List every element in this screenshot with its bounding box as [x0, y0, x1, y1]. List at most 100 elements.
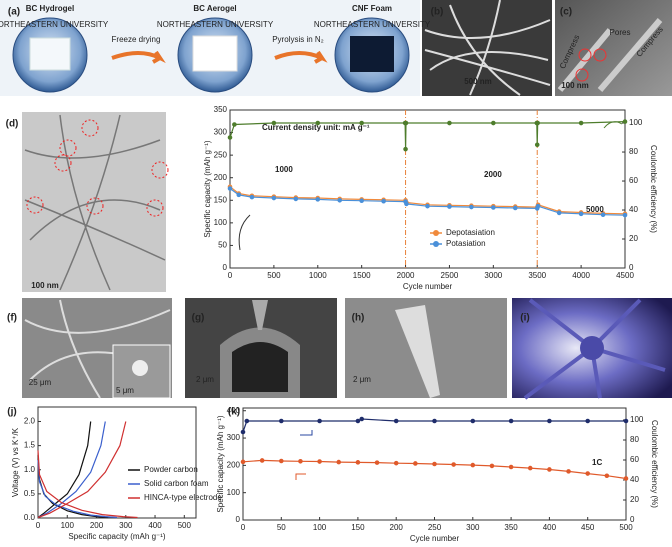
y-tick-label: 400	[227, 406, 241, 415]
seal-text: NORTHEASTERN UNIVERSITY	[157, 20, 274, 29]
photo-d-part-part	[81, 119, 99, 137]
point	[556, 210, 562, 216]
point	[547, 467, 552, 472]
panel-label: (c)	[560, 7, 572, 18]
point	[359, 198, 364, 204]
y-tick-label: 50	[218, 241, 227, 250]
legend-label: Potasiation	[446, 239, 486, 248]
point	[298, 458, 303, 464]
point	[535, 203, 541, 209]
point	[470, 418, 476, 424]
y2-tick-label: 0	[630, 515, 635, 524]
legend-marker	[433, 230, 439, 236]
photo-c	[555, 0, 672, 96]
photo-h-part	[395, 305, 440, 398]
scale-bar: 25 μm	[29, 378, 52, 387]
seal-text: NORTHEASTERN UNIVERSITY	[314, 20, 431, 29]
point	[359, 120, 364, 126]
point	[381, 198, 386, 204]
point	[604, 473, 610, 479]
point	[566, 469, 571, 474]
point	[249, 194, 255, 200]
photo-b	[422, 0, 552, 96]
scale-bar: 2 μm	[353, 375, 371, 384]
point	[317, 418, 322, 424]
photo-f-part	[132, 360, 148, 376]
photo-d-part	[26, 119, 169, 217]
y2-tick-label: 60	[630, 455, 639, 464]
scale-bar: 100 nm	[31, 281, 59, 290]
photo-d	[22, 112, 169, 292]
y-tick-label: 1.5	[24, 441, 36, 450]
x-tick-label: 200	[90, 521, 104, 530]
photo-d-part-part	[146, 199, 164, 217]
point	[447, 204, 452, 209]
point	[413, 461, 418, 466]
x-tick-label: 2500	[441, 271, 459, 280]
x-tick-label: 200	[390, 523, 404, 532]
photo-d-part-part	[151, 161, 169, 179]
point	[271, 195, 277, 201]
panel-label: (a)	[8, 7, 20, 18]
photo-d-part-part	[26, 196, 44, 214]
x-tick-label: 0	[241, 523, 246, 532]
y2-tick-label: 40	[629, 205, 638, 214]
series-line	[37, 421, 118, 519]
point	[600, 212, 606, 218]
photo-i	[512, 298, 672, 400]
y-tick-label: 0	[236, 515, 241, 524]
series-line	[37, 421, 138, 519]
y-tick-label: 200	[227, 460, 241, 469]
annotation: 1000	[275, 165, 293, 174]
arrow	[295, 473, 306, 480]
panel-label: (b)	[431, 7, 444, 18]
arrow	[603, 121, 623, 129]
point	[491, 120, 496, 126]
y-tick-label: 0.0	[24, 513, 36, 522]
legend-label: Powder carbon	[144, 465, 198, 474]
x-tick-label: 500	[178, 521, 192, 530]
point	[432, 418, 437, 424]
point	[227, 186, 233, 191]
arrow	[238, 214, 251, 251]
panel-label: (f)	[7, 313, 17, 324]
photo-c-part	[557, 18, 663, 92]
point	[451, 462, 456, 467]
x-axis-label: Cycle number	[403, 282, 453, 291]
x-tick-label: 300	[466, 523, 480, 532]
panel-label: (i)	[520, 313, 529, 324]
point	[227, 135, 233, 140]
point	[393, 418, 399, 424]
y2-tick-label: 0	[629, 263, 634, 272]
y-tick-label: 100	[227, 488, 241, 497]
x-tick-label: 500	[619, 523, 633, 532]
y-tick-label: 2.0	[24, 417, 36, 426]
y-tick-label: 0.5	[24, 489, 36, 498]
point	[432, 461, 437, 467]
point	[585, 418, 591, 424]
point	[623, 418, 629, 424]
photo-a-part	[274, 50, 328, 64]
scale-bar: 100 nm	[561, 81, 589, 90]
x-tick-label: 250	[428, 523, 442, 532]
x-axis-label: Cycle number	[410, 534, 460, 543]
y-tick-label: 1.0	[24, 465, 36, 474]
arrow-label: Freeze drying	[112, 35, 161, 44]
point	[585, 471, 591, 476]
point	[622, 212, 628, 218]
y-axis-label: Voltage (V) vs K⁺/K	[11, 427, 20, 497]
annotation: 1C	[592, 458, 602, 467]
point	[547, 418, 552, 424]
x-axis-label: Specific capacity (mAh g⁻¹)	[68, 532, 165, 541]
annotation: Current density unit: mA g⁻¹	[262, 123, 370, 132]
y2-axis-label: Coulombic efficiency (%)	[650, 420, 659, 508]
y2-tick-label: 100	[630, 415, 644, 424]
x-tick-label: 450	[581, 523, 595, 532]
point	[508, 464, 514, 470]
point	[527, 465, 533, 471]
point	[489, 463, 495, 469]
legend-label: HINCA-type electrode	[144, 493, 222, 502]
point	[293, 196, 299, 202]
